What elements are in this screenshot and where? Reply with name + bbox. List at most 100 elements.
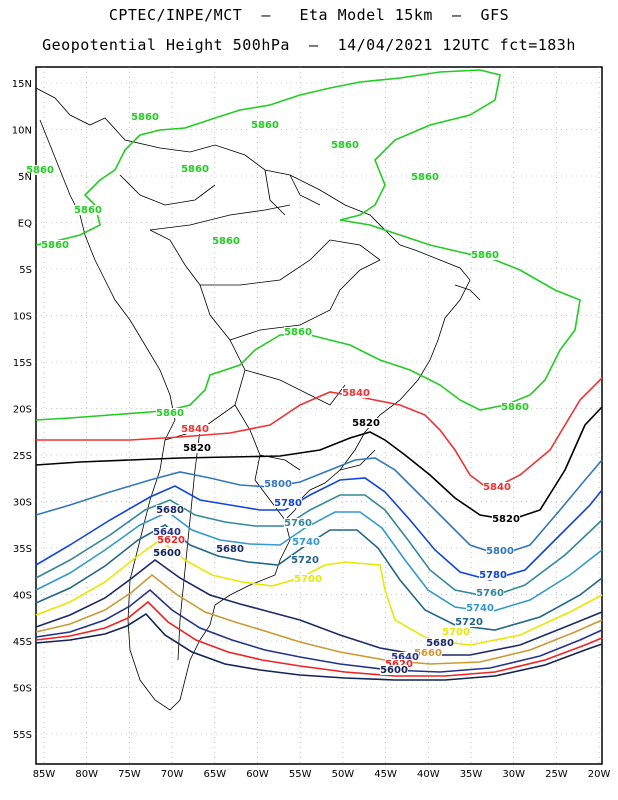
contour-label-bg xyxy=(294,574,322,584)
contour-label-5700: 5700 xyxy=(294,574,322,585)
contour-label-bg xyxy=(492,514,520,524)
contour-label-5680: 5680 xyxy=(216,544,244,555)
lon-tick-label: 30W xyxy=(502,769,525,780)
lon-tick-label: 55W xyxy=(289,769,312,780)
contour-label-5860: 5860 xyxy=(212,236,240,247)
contour-label-bg xyxy=(181,424,209,434)
contour-label-bg xyxy=(380,665,408,675)
contour-label-5860: 5860 xyxy=(331,140,359,151)
contour-label-bg xyxy=(414,648,442,658)
contour-label-bg xyxy=(183,443,211,453)
contour-line-5640 xyxy=(35,588,603,673)
contour-label-5860: 5860 xyxy=(501,402,529,413)
contour-label-bg xyxy=(284,518,312,528)
contour-label-5860: 5860 xyxy=(74,205,102,216)
contour-label-5840: 5840 xyxy=(483,482,511,493)
map-frame xyxy=(35,66,603,765)
lat-tick-label: 15S xyxy=(13,358,32,369)
contour-label-bg xyxy=(476,588,504,598)
contour-label-5840: 5840 xyxy=(181,424,209,435)
contour-label-bg xyxy=(292,537,320,547)
axis-labels: 15N 10N 5N EQ 5S 10S 15S 20S 25S 30S 35S 40S 45S 50S 5… xyxy=(12,79,611,780)
contour-label-bg xyxy=(479,570,507,580)
contour-label-5780: 5780 xyxy=(479,570,507,581)
contour-line-5780 xyxy=(35,477,603,581)
lon-tick-label: 85W xyxy=(33,769,56,780)
contour-label-bg xyxy=(181,164,209,174)
contour-label-bg xyxy=(264,479,292,489)
contour-line-5700 xyxy=(35,538,603,646)
lat-tick-label: 25S xyxy=(13,451,32,462)
contour-line-5840 xyxy=(36,377,603,491)
contour-label-5720: 5720 xyxy=(455,617,483,628)
contour-label-5860: 5860 xyxy=(156,408,184,419)
contour-label-5860: 5860 xyxy=(26,165,54,176)
lon-tick-label: 35W xyxy=(460,769,483,780)
lat-tick-label: 20S xyxy=(13,405,32,416)
contour-label-5840: 5840 xyxy=(342,388,370,399)
contour-label-5620: 5620 xyxy=(157,535,185,546)
contour-label-bg xyxy=(501,402,529,412)
contour-label-5740: 5740 xyxy=(292,537,320,548)
contour-label-5620: 5620 xyxy=(385,659,413,670)
contour-label-bg xyxy=(156,505,184,515)
contour-label-bg xyxy=(216,544,244,554)
lon-tick-label: 25W xyxy=(545,769,568,780)
title-line-1: CPTEC/INPE/MCT – Eta Model 15km – GFS xyxy=(108,6,510,24)
lat-tick-label: 5S xyxy=(19,265,32,276)
contour-label-5780: 5780 xyxy=(274,498,302,509)
lon-tick-label: 70W xyxy=(161,769,184,780)
contour-label-5820: 5820 xyxy=(492,514,520,525)
contour-label-bg xyxy=(284,327,312,337)
contour-label-5660: 5660 xyxy=(414,648,442,659)
contour-label-bg xyxy=(153,548,181,558)
contour-line-5820 xyxy=(35,406,603,521)
contour-label-bg xyxy=(411,172,439,182)
contour-labels: 5860 5860 5860 5860 5860 5860 5860 5860 5860 5860… xyxy=(26,112,529,676)
contour-label-bg xyxy=(455,617,483,627)
contour-label-5760: 5760 xyxy=(284,518,312,529)
contour-label-bg xyxy=(74,205,102,215)
lat-tick-label: 10S xyxy=(13,312,32,323)
contour-label-5800: 5800 xyxy=(264,479,292,490)
contour-label-5740: 5740 xyxy=(466,603,494,614)
lat-tick-label: 55S xyxy=(13,730,32,741)
contour-label-bg xyxy=(212,236,240,246)
contour-label-bg xyxy=(153,527,181,537)
contour-label-bg xyxy=(157,535,185,545)
contour-label-5860: 5860 xyxy=(181,164,209,175)
contour-label-5600: 5600 xyxy=(153,548,181,559)
lon-tick-label: 20W xyxy=(588,769,611,780)
contour-label-bg xyxy=(331,140,359,150)
contour-label-bg xyxy=(251,120,279,130)
lon-tick-label: 45W xyxy=(374,769,397,780)
lon-tick-label: 40W xyxy=(417,769,440,780)
contour-label-5680: 5680 xyxy=(156,505,184,516)
lat-tick-label: 35S xyxy=(13,544,32,555)
contour-label-bg xyxy=(442,627,470,637)
contour-line-5620 xyxy=(35,600,603,677)
contour-label-5860: 5860 xyxy=(251,120,279,131)
lon-tick-label: 80W xyxy=(75,769,98,780)
contour-line-5600 xyxy=(35,612,603,681)
contour-label-5700: 5700 xyxy=(442,627,470,638)
lon-tick-label: 75W xyxy=(118,769,141,780)
contour-label-5600: 5600 xyxy=(380,665,408,676)
contour-label-5800: 5800 xyxy=(486,546,514,557)
lat-tick-label: 5N xyxy=(18,172,32,183)
lon-tick-label: 65W xyxy=(203,769,226,780)
contour-label-5860: 5860 xyxy=(41,240,69,251)
contour-label-bg xyxy=(483,482,511,492)
contour-label-bg xyxy=(471,250,499,260)
contour-label-bg xyxy=(391,652,419,662)
lon-tick-label: 60W xyxy=(246,769,269,780)
contour-label-bg xyxy=(352,418,380,428)
contour-label-bg xyxy=(26,165,54,175)
contour-label-bg xyxy=(385,659,413,669)
lat-tick-label: 40S xyxy=(13,591,32,602)
contour-label-5820: 5820 xyxy=(352,418,380,429)
title-line-2: Geopotential Height 500hPa – 14/04/2021 … xyxy=(42,36,576,54)
lon-tick-label: 50W xyxy=(332,769,355,780)
contour-label-bg xyxy=(466,603,494,613)
contour-label-bg xyxy=(291,555,319,565)
